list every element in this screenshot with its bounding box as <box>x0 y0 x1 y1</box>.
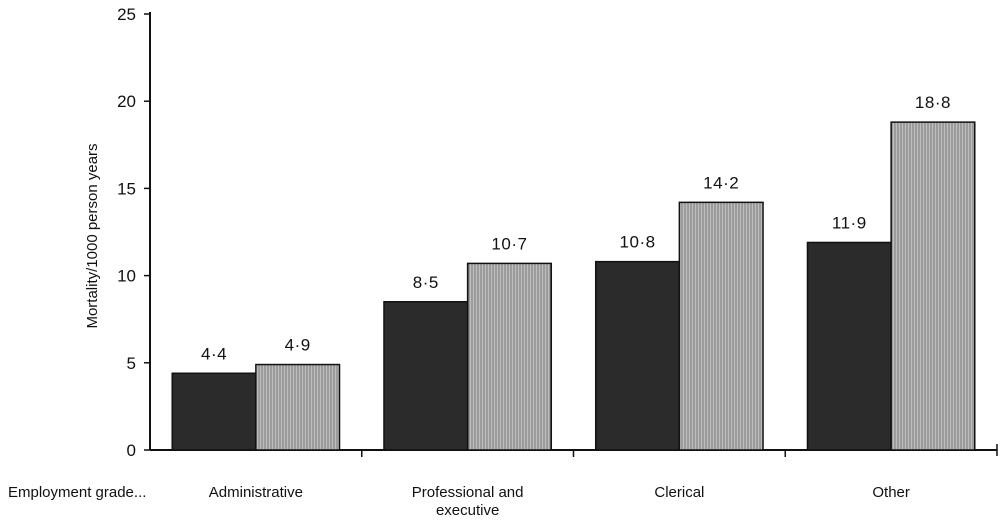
bar-value-label: 4·4 <box>201 344 227 363</box>
category-label: Administrative <box>209 484 303 501</box>
y-tick-label: 10 <box>117 267 136 286</box>
category-label: executive <box>436 502 499 519</box>
bar-value-label: 8·5 <box>413 273 439 292</box>
bar-value-label: 10·8 <box>620 233 656 252</box>
y-axis-title: Mortality/1000 person years <box>84 143 101 328</box>
bar <box>255 363 341 451</box>
bar-value-label: 18·8 <box>915 93 951 112</box>
bar-value-label: 14·2 <box>703 173 739 192</box>
bar-value-label: 4·9 <box>285 336 311 355</box>
category-label: Professional and <box>412 484 524 501</box>
y-tick-label: 20 <box>117 92 136 111</box>
y-tick-label: 25 <box>117 5 136 24</box>
y-tick-label: 5 <box>127 354 136 373</box>
category-label: Other <box>872 484 910 501</box>
x-axis-ticks <box>361 444 998 457</box>
bar <box>806 241 892 451</box>
bar <box>594 260 681 451</box>
bar <box>466 262 553 451</box>
data-labels: 4·4 4·9 8·5 10·7 10·8 14·2 11·9 18·8 <box>201 93 951 363</box>
category-label: Clerical <box>654 484 704 501</box>
bar-group <box>171 121 976 451</box>
bar-value-label: 10·7 <box>491 234 527 253</box>
bar <box>171 372 257 451</box>
y-axis-ticks: 0 5 10 15 20 25 <box>117 5 150 460</box>
y-tick-label: 15 <box>117 179 136 198</box>
bar-value-label: 11·9 <box>832 213 867 232</box>
bar <box>890 121 976 451</box>
bar <box>383 301 469 451</box>
x-axis-title: Employment grade... <box>8 484 146 501</box>
bar <box>678 201 764 451</box>
y-tick-label: 0 <box>127 441 136 460</box>
